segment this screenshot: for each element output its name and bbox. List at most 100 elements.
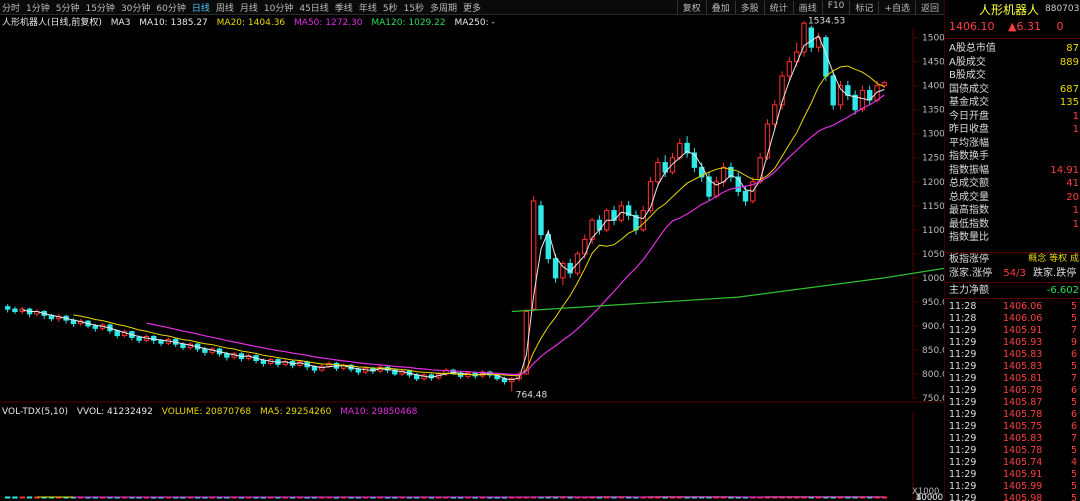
tick-row: 11:29 1405.74 4 bbox=[949, 457, 1080, 469]
period-tab[interactable]: 5秒 bbox=[382, 4, 398, 14]
tick-volume: 5 bbox=[1071, 313, 1078, 324]
period-tab[interactable]: 1分钟 bbox=[26, 4, 50, 14]
quote-field: 国债成交 687 bbox=[949, 83, 1080, 96]
quote-field-label: 指数换手 bbox=[949, 151, 989, 162]
main-flow-row: 主力净额 -6.602 bbox=[949, 284, 1080, 297]
period-tab[interactable]: 季线 bbox=[334, 4, 353, 14]
quote-field-value: 1 bbox=[1072, 124, 1079, 135]
quote-field: 最低指数 1 bbox=[949, 218, 1080, 231]
quote-field: A股总市值 87 bbox=[949, 42, 1080, 55]
tick-time: 11:29 bbox=[949, 337, 977, 348]
candle-body bbox=[538, 205, 544, 236]
tick-time: 11:29 bbox=[949, 421, 977, 432]
tick-row: 11:29 1405.91 7 bbox=[949, 325, 1080, 337]
period-tab[interactable]: 30分钟 bbox=[120, 4, 151, 14]
tick-price: 1405.78 bbox=[1003, 385, 1043, 396]
candle-body bbox=[523, 311, 530, 375]
quote-field-value: 1 bbox=[1072, 205, 1079, 216]
price-axis-label: 1200 bbox=[922, 178, 944, 188]
stock-header: 人形机器人 880703 bbox=[945, 0, 1080, 18]
tick-price: 1406.06 bbox=[1003, 313, 1043, 324]
period-tab[interactable]: 45日线 bbox=[299, 4, 329, 14]
tick-price: 1405.99 bbox=[1003, 481, 1043, 492]
price-axis-label: 850.0 bbox=[922, 346, 944, 356]
quote-field: 平均涨幅 bbox=[949, 137, 1080, 150]
price-axis-label: 1450 bbox=[922, 58, 944, 68]
main-flow-label: 主力净额 bbox=[949, 285, 989, 296]
candle-body bbox=[772, 104, 778, 125]
tick-volume: 6 bbox=[1071, 385, 1078, 396]
period-tab[interactable]: 5分钟 bbox=[55, 4, 80, 14]
vol-axis-label: 30000 bbox=[916, 493, 943, 501]
limit-row: 涨家.涨停 54/3 跌家.跌停 bbox=[949, 267, 1080, 280]
tool-button[interactable]: 叠加 bbox=[705, 1, 735, 14]
candle-body bbox=[567, 262, 573, 274]
price-axis-label: 1300 bbox=[922, 130, 944, 140]
vol-axis-label: 20000 bbox=[916, 493, 943, 501]
tool-button[interactable]: 返回 bbox=[914, 1, 944, 14]
tool-button[interactable]: F10 bbox=[821, 1, 850, 14]
candle-body bbox=[808, 27, 814, 48]
tick-price: 1405.93 bbox=[1003, 337, 1043, 348]
period-tab[interactable]: 日线 bbox=[191, 4, 210, 14]
quote-field: 指数量比 bbox=[949, 231, 1080, 244]
period-tab[interactable]: 周线 bbox=[215, 4, 234, 14]
quote-field-value: 41 bbox=[1066, 178, 1079, 189]
candle-body bbox=[720, 166, 727, 183]
vol-axis-label: 10000 bbox=[916, 493, 943, 501]
volume-bar bbox=[19, 496, 25, 499]
candle-body bbox=[552, 258, 559, 279]
period-tab[interactable]: 年线 bbox=[358, 4, 377, 14]
tool-button[interactable]: 画线 bbox=[792, 1, 822, 14]
quote-field-value: 135 bbox=[1059, 97, 1079, 108]
tick-price: 1405.98 bbox=[1003, 493, 1043, 501]
price-axis-label: 1500 bbox=[922, 34, 944, 44]
period-tab[interactable]: 15分钟 bbox=[85, 4, 115, 14]
tick-price: 1405.78 bbox=[1003, 409, 1043, 420]
candle-body bbox=[757, 157, 763, 183]
candle-body bbox=[728, 166, 734, 178]
board-tags: 概念 等权 成 bbox=[1028, 254, 1079, 264]
period-tab[interactable]: 10分钟 bbox=[263, 4, 294, 14]
candle-body bbox=[545, 234, 551, 260]
tool-button[interactable]: 标记 bbox=[849, 1, 878, 14]
tick-price: 1405.87 bbox=[1003, 397, 1043, 408]
tool-button[interactable]: +自选 bbox=[878, 1, 915, 14]
quote-field-label: 昨日收盘 bbox=[949, 124, 989, 135]
vol-axis-label: 40000 bbox=[916, 493, 943, 501]
tick-time: 11:29 bbox=[949, 373, 977, 384]
period-tab[interactable]: 15秒 bbox=[403, 4, 425, 14]
main-flow-value: -6.602 bbox=[1046, 285, 1079, 296]
kline-chart[interactable]: 1500 1450 1400 1350 1300 1250 1200 1150 1100 1050… bbox=[0, 0, 944, 501]
price-axis-label: 1100 bbox=[922, 226, 944, 236]
limit-up-label: 涨家.涨停 bbox=[949, 268, 993, 279]
tool-button[interactable]: 复权 bbox=[676, 1, 706, 14]
candle-body bbox=[180, 343, 186, 349]
quote-field-value: 687 bbox=[1059, 83, 1079, 95]
tool-button[interactable]: 统计 bbox=[763, 1, 793, 14]
volume-label: VOLUME: 20870768 bbox=[161, 407, 252, 417]
candle-body bbox=[260, 360, 267, 364]
tool-button[interactable]: 多股 bbox=[734, 1, 764, 14]
quote-field-value: 1 bbox=[1072, 110, 1079, 122]
tick-time: 11:29 bbox=[949, 409, 977, 420]
quote-field-label: A股总市值 bbox=[949, 43, 996, 54]
period-tab[interactable]: 60分钟 bbox=[156, 4, 186, 14]
ma50-label: MA50: 1272.30 bbox=[294, 18, 363, 28]
tick-time: 11:28 bbox=[949, 301, 977, 312]
candle-body bbox=[830, 75, 836, 106]
period-tab[interactable]: 多周期 bbox=[430, 4, 458, 14]
tick-price: 1405.75 bbox=[1003, 421, 1043, 432]
period-tab[interactable]: 月线 bbox=[239, 4, 258, 14]
period-tab[interactable]: 更多 bbox=[463, 4, 482, 14]
candle-body bbox=[706, 176, 712, 197]
tick-row: 11:29 1405.75 6 bbox=[949, 421, 1080, 433]
candle-body bbox=[764, 123, 771, 159]
tick-row: 11:29 1405.83 6 bbox=[949, 349, 1080, 361]
tick-volume: 7 bbox=[1071, 325, 1078, 336]
price-change: ▲6.31 bbox=[1008, 20, 1041, 33]
period-tab[interactable]: 分时 bbox=[2, 4, 21, 14]
candle-body bbox=[158, 339, 164, 344]
tick-volume: 6 bbox=[1071, 421, 1078, 432]
tick-volume: 6 bbox=[1071, 349, 1078, 360]
